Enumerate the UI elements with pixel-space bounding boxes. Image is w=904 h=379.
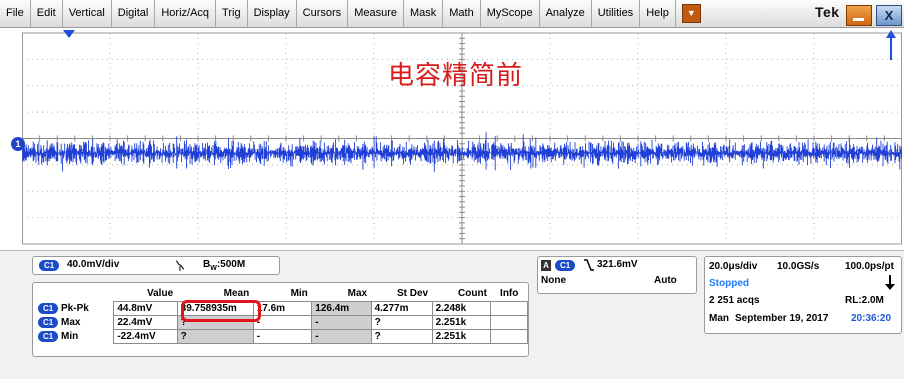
cell-count: 2.251k — [431, 315, 492, 330]
trigger-readout[interactable]: A C1 321.6mV None Auto — [537, 256, 697, 294]
record-position-arrow-icon — [885, 275, 895, 290]
channel-1-marker[interactable]: 1 — [11, 137, 25, 151]
menu-vertical[interactable]: Vertical — [63, 0, 112, 27]
cell-min: - — [252, 315, 313, 330]
ac-coupling-icon — [175, 260, 185, 271]
header-value: Value — [147, 288, 174, 299]
menu-file[interactable]: File — [0, 0, 31, 27]
header-max: Max — [347, 288, 368, 299]
cell-value: -22.4mV — [113, 329, 178, 344]
acquisition-status: Stopped — [709, 278, 749, 289]
resolution: 100.0ps/pt — [845, 261, 894, 272]
trigger-a-badge: A — [541, 260, 551, 271]
menu-math[interactable]: Math — [443, 0, 481, 27]
menu-analyze[interactable]: Analyze — [540, 0, 592, 27]
trigger-level: 321.6mV — [597, 259, 638, 270]
channel-badge: C1 — [38, 316, 59, 328]
cell-count: 2.248k — [431, 301, 492, 316]
measurement-label: Max — [61, 317, 81, 329]
cell-min: - — [252, 329, 313, 344]
menu-display[interactable]: Display — [248, 0, 297, 27]
menu-utilities[interactable]: Utilities — [592, 0, 641, 27]
header-mean: Mean — [223, 288, 250, 299]
trigger-coupling: None — [541, 275, 566, 286]
trigger-level-arrow-icon[interactable] — [885, 30, 897, 60]
cell-stdev: ? — [370, 315, 433, 330]
acquisition-count: 2 251 acqs — [709, 295, 760, 306]
menu-trig[interactable]: Trig — [216, 0, 248, 27]
menu-digital[interactable]: Digital — [112, 0, 156, 27]
table-row[interactable]: C1 Min -22.4mV ? - - ? 2.251k — [38, 329, 528, 344]
minimize-button[interactable] — [846, 5, 872, 26]
graticule — [22, 32, 902, 245]
cell-stdev: ? — [370, 329, 433, 344]
table-row[interactable]: C1 Max 22.4mV ? - - ? 2.251k — [38, 315, 528, 330]
header-min: Min — [290, 288, 308, 299]
cell-value: 22.4mV — [113, 315, 178, 330]
menu-measure[interactable]: Measure — [348, 0, 404, 27]
menu-mask[interactable]: Mask — [404, 0, 444, 27]
measurement-label: Pk-Pk — [61, 303, 89, 315]
menu-myscope[interactable]: MyScope — [481, 0, 540, 27]
record-length: RL:2.0M — [845, 295, 884, 306]
cell-max: - — [311, 315, 372, 330]
cell-min: 17.6m — [252, 301, 313, 316]
channel-badge: C1 — [38, 302, 59, 314]
measurement-header-row: Value Mean Min Max St Dev Count Info — [38, 286, 528, 302]
close-button[interactable]: X — [876, 5, 902, 26]
header-count: Count — [458, 288, 487, 299]
waveform-display[interactable] — [22, 29, 902, 248]
acquisition-mode: Man — [709, 313, 729, 324]
measurement-label: Min — [61, 331, 79, 343]
menu-edit[interactable]: Edit — [31, 0, 63, 27]
header-stdev: St Dev — [396, 288, 429, 299]
trigger-position-icon[interactable] — [63, 30, 75, 38]
bandwidth-limit: BW:500M — [203, 259, 246, 272]
timebase: 20.0μs/div — [709, 261, 758, 272]
cell-value: 44.8mV — [113, 301, 178, 316]
table-row[interactable]: C1 Pk-Pk 44.8mV 39.758935m 17.6m 126.4m … — [38, 301, 528, 316]
cell-stdev: 4.277m — [370, 301, 433, 316]
menu-horiz-acq[interactable]: Horiz/Acq — [155, 0, 217, 27]
menu-bar: File Edit Vertical Digital Horiz/Acq Tri… — [0, 0, 904, 28]
cell-max: - — [311, 329, 372, 344]
sample-rate: 10.0GS/s — [777, 261, 820, 272]
tek-logo: Tek — [815, 4, 840, 20]
menu-help[interactable]: Help — [640, 0, 676, 27]
cell-info — [490, 301, 528, 316]
header-info: Info — [500, 288, 519, 299]
acquisition-readout[interactable]: 20.0μs/div 10.0GS/s 100.0ps/pt Stopped 2… — [704, 256, 902, 334]
cell-mean: ? — [176, 329, 254, 344]
channel-badge: C1 — [38, 330, 59, 342]
time: 20:36:20 — [851, 313, 892, 324]
mean-highlight-box — [181, 300, 261, 322]
vertical-scale: 40.0mV/div — [67, 259, 120, 270]
channel-1-waveform — [22, 132, 902, 172]
menu-dropdown-icon[interactable]: ▼ — [681, 4, 701, 23]
cell-info — [490, 315, 528, 330]
menu-cursors[interactable]: Cursors — [297, 0, 349, 27]
channel-readout[interactable]: C1 40.0mV/div BW:500M — [32, 256, 280, 275]
channel-badge: C1 — [39, 260, 60, 271]
measurement-table[interactable]: Value Mean Min Max St Dev Count Info C1 … — [32, 282, 529, 357]
trigger-mode: Auto — [654, 275, 677, 286]
falling-edge-icon — [584, 259, 594, 271]
date: September 19, 2017 — [735, 313, 829, 324]
overlay-annotation: 电容精简前 — [388, 61, 524, 91]
cell-count: 2.251k — [431, 329, 492, 344]
trigger-channel-badge: C1 — [555, 260, 576, 271]
cell-info — [490, 329, 528, 344]
cell-max: 126.4m — [311, 301, 372, 316]
